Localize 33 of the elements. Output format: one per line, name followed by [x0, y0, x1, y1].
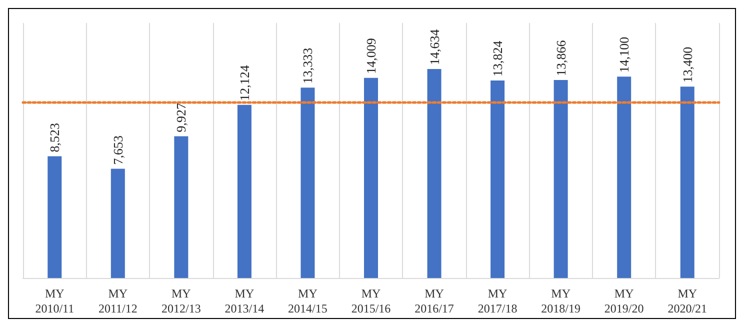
bar — [300, 88, 315, 278]
data-label: 14,100 — [616, 36, 632, 73]
bar — [110, 168, 125, 278]
x-tick-label: MY 2019/20 — [604, 286, 644, 316]
data-label: 7,653 — [110, 135, 126, 165]
data-label: 9,927 — [174, 102, 189, 132]
x-tick-label: MY 2010/11 — [35, 286, 74, 316]
x-tick-label: MY 2018/19 — [541, 286, 580, 316]
bar — [680, 86, 694, 278]
x-tick-label: MY 2013/14 — [224, 286, 264, 316]
x-tick-label: MY 2017/18 — [478, 286, 518, 316]
data-label: 14,634 — [426, 28, 442, 65]
x-tick-label: MY 2020/21 — [668, 286, 708, 316]
bar — [174, 136, 188, 278]
bar — [364, 78, 378, 278]
data-label: 13,866 — [553, 40, 568, 76]
data-label: 12,124 — [236, 64, 252, 101]
data-label: 14,009 — [364, 38, 378, 74]
bar — [554, 80, 568, 278]
x-tick-label: MY 2015/16 — [351, 286, 391, 316]
x-tick-label: MY 2014/15 — [288, 286, 328, 316]
bar — [617, 76, 632, 278]
data-label: 13,824 — [490, 40, 506, 77]
x-tick-label: MY 2011/12 — [98, 286, 138, 316]
bar — [237, 104, 252, 278]
data-label: 8,523 — [47, 123, 62, 152]
bar — [427, 68, 442, 278]
bar — [490, 80, 505, 278]
data-label: 13,400 — [680, 46, 695, 83]
x-tick-label: MY 2012/13 — [162, 286, 201, 316]
bar — [48, 156, 62, 278]
data-label: 13,333 — [300, 48, 316, 84]
x-tick-label: MY 2016/17 — [414, 286, 454, 316]
